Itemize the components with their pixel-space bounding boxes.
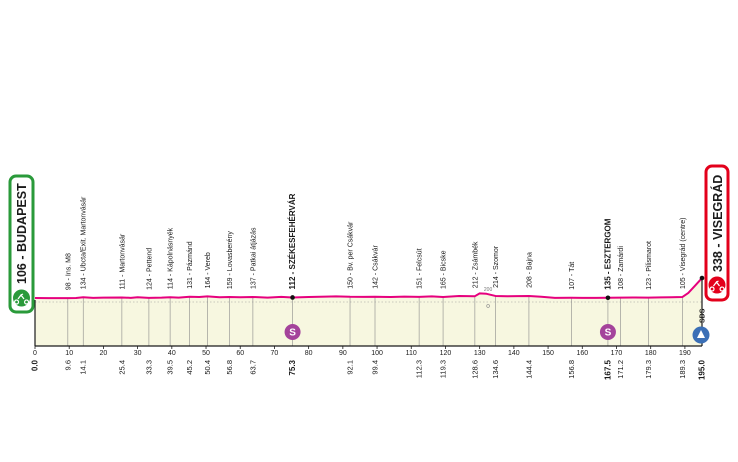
x-tick-label: 60: [236, 350, 244, 357]
x-tick-label: 70: [271, 350, 279, 357]
waypoint-km-label: 189.3: [678, 360, 687, 379]
waypoint-km-label: 179.3: [644, 360, 653, 379]
waypoint-label: 111 - Martonvásár: [119, 233, 126, 289]
start-box: [8, 174, 35, 314]
x-tick-label: 10: [65, 350, 73, 357]
waypoint-label: 131 - Pázmánd: [187, 241, 194, 289]
x-tick-label: 40: [168, 350, 176, 357]
x-tick-label: 100: [371, 350, 383, 357]
waypoint-km-label: 9.6: [63, 360, 72, 370]
start-km-label: 0.0: [31, 359, 40, 371]
waypoint-label: 98 - Ins. M8: [65, 253, 72, 290]
finish-cyclist-icon: [708, 276, 726, 294]
waypoint-label: 150 - Bv. per Csákvár: [348, 221, 355, 289]
waypoint-km-label: 50.4: [203, 360, 212, 375]
waypoint-km-label: 63.7: [248, 360, 257, 375]
waypoint-label: 212 - Zsámbék: [472, 241, 479, 288]
finish-cyclist-glyph: [709, 280, 725, 292]
waypoint-label: 135 - ESZTERGOM: [603, 218, 612, 289]
profile-line: [34, 277, 703, 300]
x-tick-label: 150: [542, 350, 554, 357]
kom-label: SDS: [700, 308, 707, 323]
finish-label: 338 - VISEGRÁD: [710, 175, 725, 272]
waypoint-label: 142 - Csákvár: [373, 245, 380, 289]
x-tick-label: 30: [134, 350, 142, 357]
major-town-dot: [290, 295, 295, 300]
waypoint-km-label: 99.4: [371, 360, 380, 375]
x-tick-label: 160: [576, 350, 588, 357]
x-tick-label: 20: [100, 350, 108, 357]
x-tick-label: 130: [474, 350, 486, 357]
waypoint-label: 107 - Tát: [569, 262, 576, 290]
waypoint-label: 214 - Szomor: [493, 245, 500, 288]
waypoint-km-label: 75.3: [288, 359, 297, 375]
finish-marker: 338 - VISEGRÁD: [704, 164, 730, 302]
start-cyclist-glyph: [13, 293, 30, 305]
x-tick-label: 80: [305, 350, 313, 357]
kom-icon-glyph: [697, 330, 705, 338]
x-tick-label: 120: [440, 350, 452, 357]
start-marker: 106 - BUDAPEST: [8, 174, 35, 314]
waypoint-km-label: 33.3: [144, 360, 153, 375]
waypoint-label: 112 - SZÉKESFEHÉRVÁR: [288, 193, 297, 289]
waypoint-label: 108 - Zamárdi: [618, 246, 625, 290]
waypoint-label: 114 - Kápolnásnyék: [168, 227, 175, 289]
waypoint-km-label: 128.6: [470, 360, 479, 379]
major-town-dot: [605, 295, 611, 301]
waypoint-label: 124 - Pettend: [146, 248, 153, 290]
waypoint-km-label: 119.3: [439, 360, 448, 378]
waypoint-km-label: 14.1: [79, 360, 88, 375]
sprint-icon: [599, 324, 616, 340]
sprint-icon-letter: S: [605, 328, 612, 339]
waypoint-km-label: 45.2: [185, 360, 194, 375]
waypoint-km-label: 171.2: [616, 360, 625, 379]
waypoint-km-label: 134.6: [491, 360, 500, 379]
waypoint-label: 159 - Lovasberény: [227, 231, 234, 289]
start-label: 106 - BUDAPEST: [15, 183, 29, 284]
waypoint-label: 123 - Pilismarot: [646, 241, 653, 290]
altitude-marker-dot: [486, 304, 490, 308]
x-tick-label: 190: [679, 350, 691, 357]
waypoint-km-label: 25.4: [117, 360, 126, 375]
finish-box: [704, 164, 730, 302]
waypoint-km-label: 144.4: [524, 360, 533, 379]
waypoint-km-label: 56.8: [225, 360, 234, 375]
waypoint-km-label: 167.5: [603, 359, 612, 380]
x-tick-label: 110: [406, 350, 417, 357]
waypoint-km-label: 92.1: [346, 360, 355, 375]
waypoint-label: 137 - Patkai átjázás: [250, 227, 257, 289]
x-tick-label: 140: [508, 350, 520, 357]
total-distance-label: 195.0: [698, 359, 707, 380]
sprint-icon-letter: S: [289, 328, 296, 339]
x-tick-label: 0: [33, 350, 37, 357]
waypoint-label: 134 - Ubcta/Exit. Martonvásár: [81, 196, 88, 289]
waypoint-label: 208 - Bajna: [526, 252, 533, 288]
finish-dot: [699, 275, 705, 281]
start-cyclist-icon: [13, 289, 30, 307]
altitude-marker-label: 200: [484, 287, 493, 293]
profile-area: [35, 278, 702, 346]
waypoint-km-label: 39.5: [166, 360, 175, 375]
x-tick-label: 50: [202, 350, 210, 357]
waypoint-km-label: 156.8: [567, 360, 576, 379]
waypoint-label: 164 - Vereb: [205, 252, 212, 288]
waypoint-km-label: 112.3: [415, 360, 424, 378]
x-tick-label: 180: [645, 350, 657, 357]
x-tick-label: 90: [339, 350, 347, 357]
x-tick-label: 170: [611, 350, 623, 357]
waypoint-label: 151 - Felcsút: [417, 248, 424, 289]
waypoint-label: 105 - Visegrád (centre): [680, 218, 687, 289]
waypoint-label: 165 - Bicske: [441, 250, 448, 289]
sprint-icon: [284, 324, 301, 340]
